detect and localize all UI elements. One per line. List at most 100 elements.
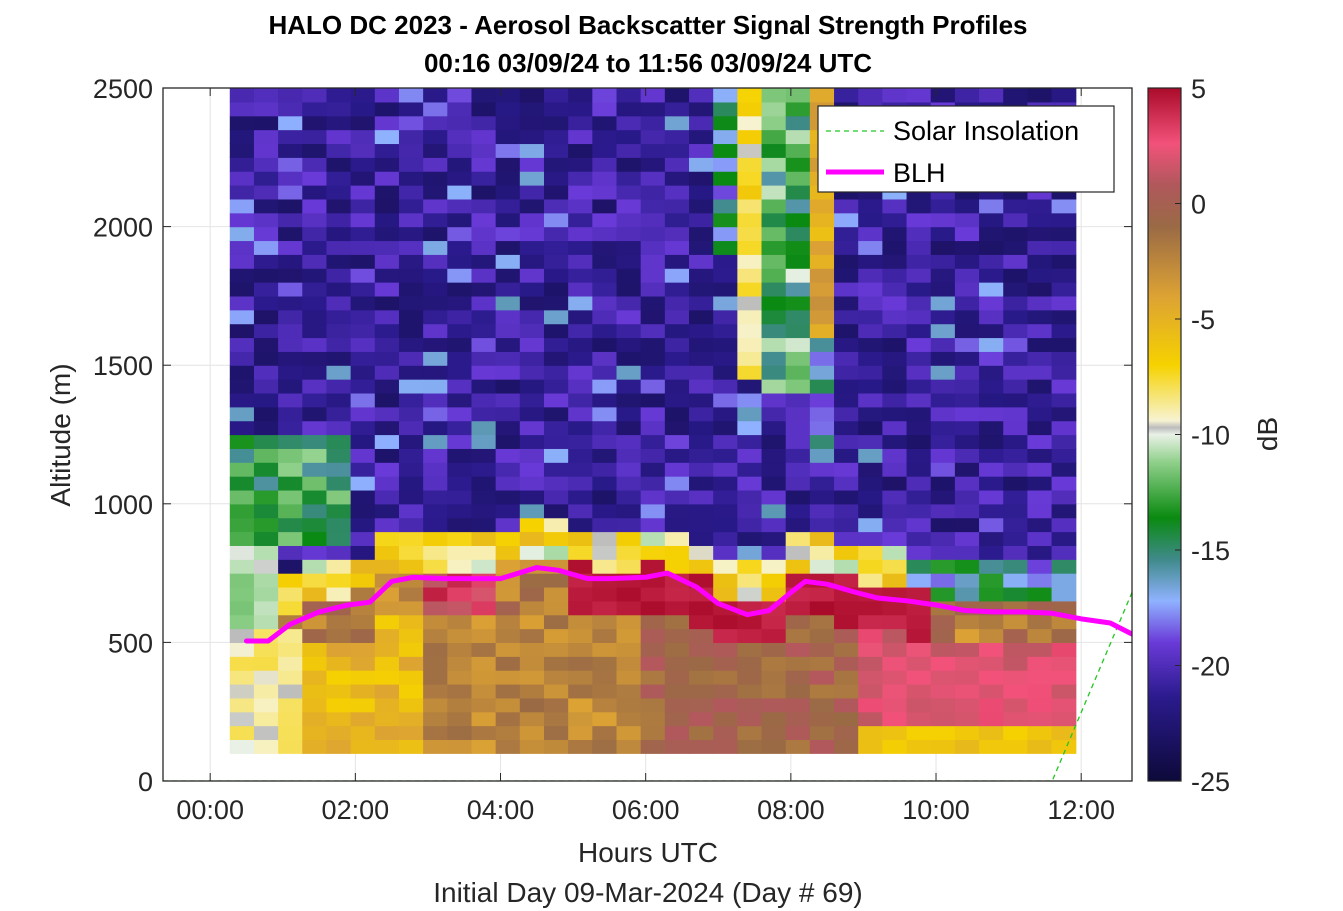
heatmap-cell bbox=[519, 88, 545, 103]
heatmap-cell bbox=[737, 656, 763, 671]
heatmap-cell bbox=[834, 462, 859, 477]
heatmap-cell bbox=[374, 198, 400, 214]
heatmap-cell bbox=[543, 240, 569, 255]
heatmap-cell bbox=[229, 254, 255, 269]
heatmap-cell bbox=[302, 157, 328, 172]
heatmap-cell bbox=[737, 739, 763, 754]
heatmap-cell bbox=[229, 517, 255, 533]
heatmap-cell bbox=[1003, 531, 1029, 546]
heatmap-cell bbox=[858, 379, 883, 394]
heatmap-cell bbox=[543, 656, 569, 671]
heatmap-cell bbox=[519, 628, 545, 643]
heatmap-cell bbox=[302, 115, 328, 131]
heatmap-cell bbox=[809, 614, 835, 630]
heatmap-cell bbox=[616, 503, 642, 519]
heatmap-cell bbox=[471, 365, 497, 380]
heatmap-cell bbox=[253, 573, 279, 588]
heatmap-cell bbox=[592, 420, 618, 436]
heatmap-cell bbox=[350, 365, 376, 380]
heatmap-cell bbox=[713, 656, 738, 671]
heatmap-cell bbox=[374, 392, 400, 408]
heatmap-cell bbox=[253, 392, 279, 408]
heatmap-cell bbox=[374, 600, 400, 616]
heatmap-cell bbox=[785, 462, 811, 477]
heatmap-cell bbox=[1003, 739, 1029, 754]
series-line-blh bbox=[243, 565, 1132, 644]
heatmap-cell bbox=[664, 295, 690, 311]
heatmap-cell bbox=[713, 711, 738, 727]
heatmap-cell bbox=[350, 559, 376, 574]
heatmap-cell bbox=[423, 143, 448, 158]
heatmap-cell bbox=[737, 573, 763, 588]
heatmap-cell bbox=[640, 115, 666, 131]
heatmap-cell bbox=[302, 254, 328, 269]
heatmap-cell bbox=[326, 392, 352, 408]
heatmap-cell bbox=[689, 185, 714, 200]
heatmap-cell bbox=[592, 725, 618, 741]
heatmap-cell bbox=[447, 739, 473, 754]
heatmap-cell bbox=[278, 254, 303, 269]
heatmap-cell bbox=[350, 739, 376, 754]
heatmap-cell bbox=[302, 448, 328, 463]
heatmap-cell bbox=[834, 365, 859, 380]
heatmap-cell bbox=[423, 129, 448, 145]
heatmap-cell bbox=[568, 476, 593, 491]
heatmap-cell bbox=[350, 351, 376, 366]
legend-label-blh: BLH bbox=[893, 158, 946, 188]
heatmap-cell bbox=[398, 697, 424, 713]
heatmap-cell bbox=[906, 226, 932, 242]
heatmap-cell bbox=[302, 323, 328, 339]
heatmap-cell bbox=[737, 642, 763, 657]
heatmap-cell bbox=[423, 711, 448, 727]
heatmap-cell bbox=[495, 351, 521, 366]
heatmap-cell bbox=[471, 254, 497, 269]
heatmap-cell bbox=[713, 614, 738, 630]
heatmap-cell bbox=[423, 226, 448, 242]
heatmap-cell bbox=[689, 240, 714, 255]
heatmap-cell bbox=[979, 476, 1004, 491]
heatmap-cell bbox=[398, 379, 424, 394]
heatmap-cell bbox=[737, 614, 763, 630]
heatmap-cell bbox=[616, 323, 642, 339]
heatmap-cell bbox=[253, 545, 279, 560]
heatmap-cell bbox=[640, 656, 666, 671]
heatmap-cell bbox=[785, 171, 811, 186]
heatmap-cell bbox=[1003, 683, 1029, 699]
heatmap-cell bbox=[350, 406, 376, 422]
heatmap-cell bbox=[302, 212, 328, 228]
heatmap-cell bbox=[713, 545, 738, 560]
heatmap-cell bbox=[858, 323, 883, 339]
heatmap-cell bbox=[302, 185, 328, 200]
heatmap-cell bbox=[834, 711, 859, 727]
heatmap-cell bbox=[519, 642, 545, 657]
heatmap-cell bbox=[326, 725, 352, 741]
heatmap-cell bbox=[809, 351, 835, 366]
legend[interactable]: Solar Insolation BLH bbox=[817, 105, 1115, 193]
heatmap-cell bbox=[689, 559, 714, 574]
heatmap-cell bbox=[374, 115, 400, 131]
heatmap-cell bbox=[568, 642, 593, 657]
heatmap-cell bbox=[713, 531, 738, 546]
heatmap-cell bbox=[495, 129, 521, 145]
heatmap-cell bbox=[495, 586, 521, 602]
heatmap-cell bbox=[954, 725, 980, 741]
heatmap-cell bbox=[761, 212, 787, 228]
heatmap-cell bbox=[858, 559, 883, 574]
heatmap-cell bbox=[858, 600, 883, 616]
heatmap-cell bbox=[423, 614, 448, 630]
heatmap-cell bbox=[326, 323, 352, 339]
heatmap-cell bbox=[809, 725, 835, 741]
heatmap-cell bbox=[374, 503, 400, 519]
heatmap-cell bbox=[954, 337, 980, 352]
heatmap-cell bbox=[906, 323, 932, 339]
heatmap-cell bbox=[616, 517, 642, 533]
heatmap-cell bbox=[229, 545, 255, 560]
heatmap-cell bbox=[471, 503, 497, 519]
heatmap-cell bbox=[398, 420, 424, 436]
heatmap-cell bbox=[326, 295, 352, 311]
heatmap-cell bbox=[374, 420, 400, 436]
colorbar-tick-label: -10 bbox=[1191, 421, 1230, 451]
heatmap-cell bbox=[616, 143, 642, 158]
heatmap-cell bbox=[495, 670, 521, 685]
heatmap-cell bbox=[592, 517, 618, 533]
